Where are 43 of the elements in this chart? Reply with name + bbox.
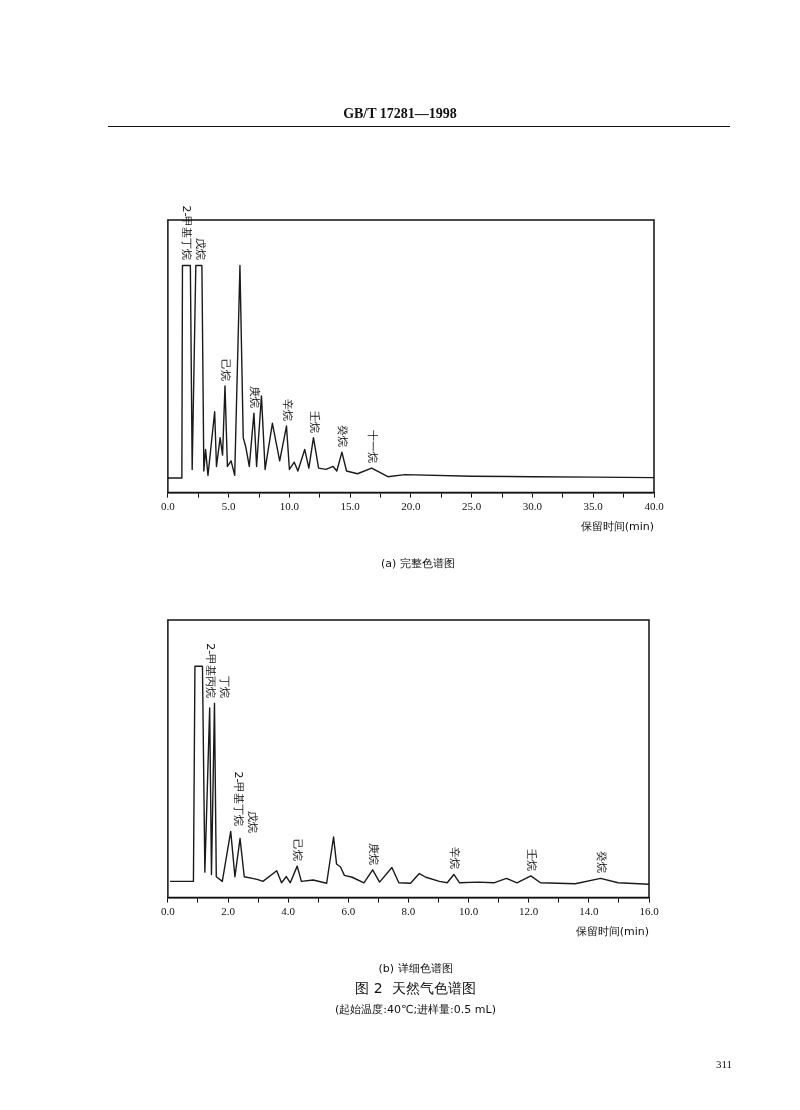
annotation: 庚烷 [366, 842, 380, 865]
text: (b) 详细色谱图 [377, 961, 454, 976]
x-tick-label: 14.0 [579, 905, 599, 918]
x-axis-title: 保留时间(min) [575, 925, 649, 939]
text: (起始温度:40℃;进样量:0.5 mL) [334, 1002, 497, 1017]
x-tick-label: 0.0 [161, 500, 176, 513]
text: 311 [715, 1058, 732, 1070]
annotation: 辛烷 [280, 399, 294, 422]
x-tick-label: 20.0 [401, 500, 422, 513]
x-tick-label: 25.0 [462, 500, 482, 513]
x-tick-label: 40.0 [644, 500, 665, 513]
x-tick-label: 8.0 [401, 905, 416, 918]
annotation: 壬烷 [524, 848, 538, 871]
x-tick-label: 5.0 [221, 500, 237, 513]
annotation: 癸烷 [336, 425, 350, 448]
x-tick-label: 4.0 [281, 905, 296, 918]
x-tick-label: 35.0 [583, 500, 604, 513]
annotation: 2-甲基丙烷 [203, 643, 217, 699]
x-tick-label: 6.0 [341, 905, 356, 918]
annotation: 戊烷 [245, 811, 259, 834]
x-tick-label: 12.0 [519, 905, 539, 918]
annotation: 癸烷 [594, 851, 608, 874]
annotation: 己烷 [291, 839, 305, 862]
x-tick-label: 10.0 [458, 905, 479, 918]
text: (a) 完整色谱图 [380, 556, 456, 571]
x-tick-label: 10.0 [279, 500, 300, 513]
x-axis-title: 保留时间(min) [580, 520, 654, 534]
annotation: 2-甲基丁烷 [231, 771, 245, 827]
x-tick-label: 30.0 [522, 500, 543, 513]
annotation: 己烷 [219, 358, 233, 381]
annotation: 戊烷 [194, 238, 208, 261]
x-tick-label: 0.0 [161, 905, 176, 918]
text: GB/T 17281—1998 [342, 106, 458, 122]
x-tick-label: 15.0 [340, 500, 361, 513]
x-tick-label: 16.0 [639, 905, 660, 918]
annotation: 辛烷 [447, 847, 461, 870]
annotation: 丁烷 [217, 676, 231, 699]
annotation: 壬烷 [307, 410, 321, 433]
annotation: 庚烷 [248, 386, 262, 409]
x-tick-label: 2.0 [221, 905, 236, 918]
caption: 图 2 天然气色谱图 [354, 980, 477, 998]
annotation: 十一烷 [365, 430, 379, 464]
annotation: 2-甲基丁烷 [180, 205, 194, 261]
